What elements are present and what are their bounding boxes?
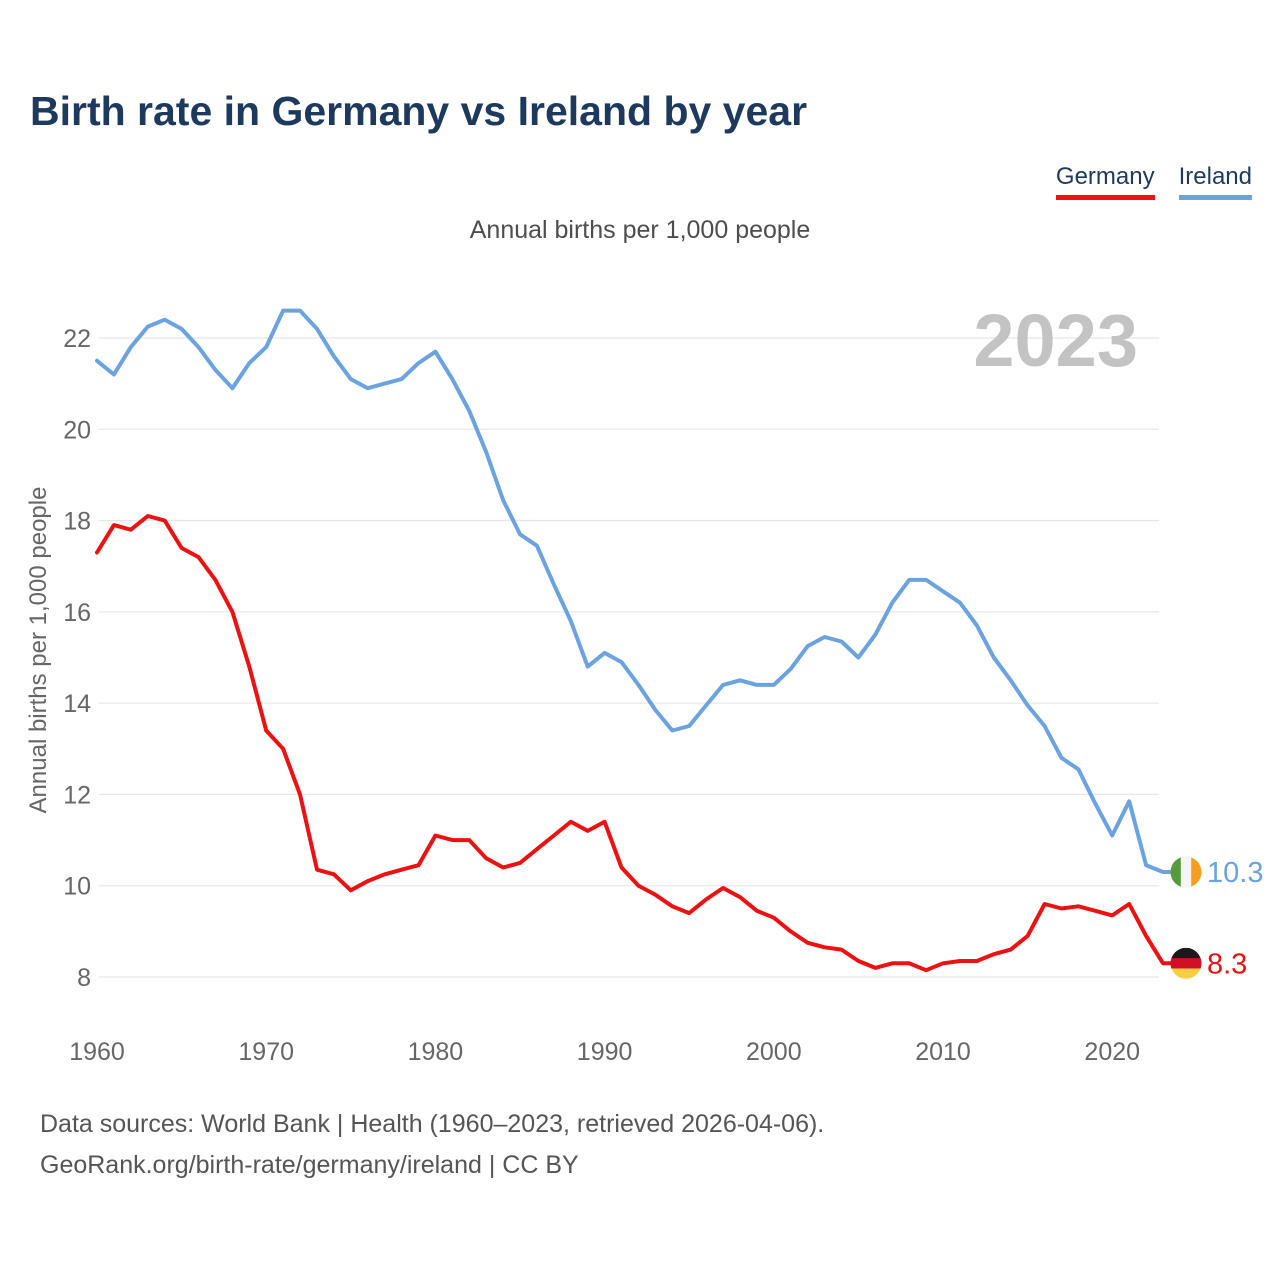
y-axis-title: Annual births per 1,000 people (25, 487, 52, 814)
chart-subtitle: Annual births per 1,000 people (469, 216, 811, 244)
legend: Germany Ireland (1055, 163, 1252, 200)
flag-stripe (1180, 856, 1192, 888)
flag-stripe (1191, 856, 1202, 888)
end-value-label-ireland: 10.3 (1207, 857, 1263, 889)
flag-stripe (1170, 947, 1202, 959)
x-tick-label: 1970 (238, 1038, 294, 1066)
flag-stripe (1170, 968, 1202, 979)
x-tick-label: 2000 (746, 1038, 802, 1066)
footer: Data sources: World Bank | Health (1960–… (40, 1104, 824, 1186)
legend-item-germany[interactable]: Germany (1055, 163, 1155, 200)
tick-labels: 8 10 12 14 16 18 20 22 1960 1970 1980 1990 2000 2010 2… (63, 325, 1140, 1066)
footer-data-sources: Data sources: World Bank | Health (1960–… (40, 1110, 825, 1138)
flag-stripe (1170, 856, 1182, 888)
ireland-flag-icon (1170, 856, 1202, 888)
x-tick-label: 1990 (577, 1038, 633, 1066)
watermark-year: 2023 (973, 299, 1138, 382)
x-tick-label: 1960 (69, 1038, 125, 1066)
x-tick-label: 1980 (408, 1038, 464, 1066)
page-title: Birth rate in Germany vs Ireland by year (30, 88, 808, 134)
end-value-label-germany: 8.3 (1207, 948, 1247, 980)
germany-flag-icon (1170, 947, 1202, 979)
y-tick-label: 14 (63, 690, 91, 718)
y-tick-label: 22 (63, 325, 91, 353)
y-tick-label: 12 (63, 781, 91, 809)
legend-item-ireland[interactable]: Ireland (1178, 163, 1252, 200)
y-tick-label: 20 (63, 416, 91, 444)
y-tick-label: 10 (63, 873, 91, 901)
series-line-ireland (95, 308, 1173, 874)
series-line-germany (95, 514, 1173, 973)
end-labels: 10.3 8.3 (1170, 856, 1263, 980)
y-tick-label: 16 (63, 599, 91, 627)
series-layer (95, 308, 1173, 973)
y-tick-label: 8 (77, 964, 91, 992)
footer-attribution: GeoRank.org/birth-rate/germany/ireland |… (40, 1151, 579, 1179)
x-tick-label: 2010 (915, 1038, 971, 1066)
x-tick-label: 2020 (1084, 1038, 1140, 1066)
y-tick-label: 18 (63, 508, 91, 536)
grid-layer (99, 337, 1159, 978)
flag-stripe (1170, 958, 1202, 969)
